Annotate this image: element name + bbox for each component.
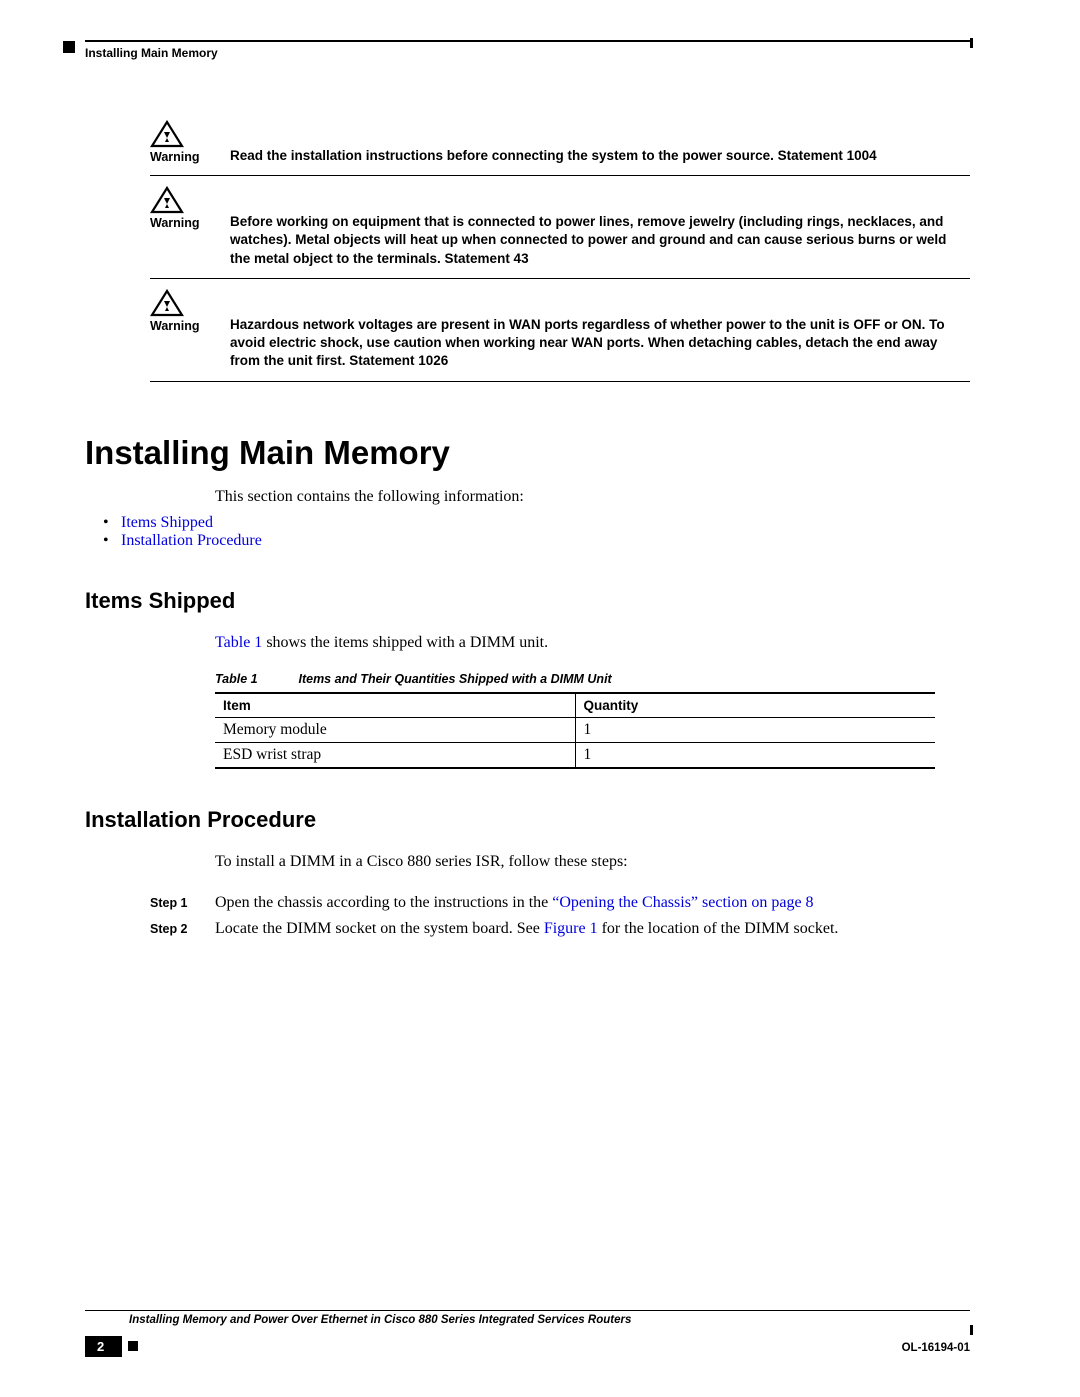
warning-label: Warning (150, 150, 220, 164)
lead-post: shows the items shipped with a DIMM unit… (262, 634, 548, 651)
warning-text: Hazardous network voltages are present i… (230, 289, 970, 371)
items-table: Item Quantity Memory module 1 ESD wrist … (215, 692, 935, 769)
step-pre: Open the chassis according to the instru… (215, 894, 552, 911)
step-row: Step 1 Open the chassis according to the… (150, 894, 970, 912)
warning-icon (150, 186, 220, 214)
header-marker-square (63, 41, 75, 53)
items-shipped-lead: Table 1 shows the items shipped with a D… (215, 632, 970, 654)
table-row: ESD wrist strap 1 (215, 743, 935, 769)
step-row: Step 2 Locate the DIMM socket on the sys… (150, 920, 970, 938)
warning-label: Warning (150, 319, 220, 333)
step-pre: Locate the DIMM socket on the system boa… (215, 920, 544, 937)
warning-icon (150, 120, 220, 148)
link-figure-1[interactable]: Figure 1 (544, 920, 598, 937)
table-row: Memory module 1 (215, 718, 935, 743)
warning-icon (150, 289, 220, 317)
footer-doc-title: Installing Memory and Power Over Etherne… (85, 1310, 970, 1326)
warning-label: Warning (150, 216, 220, 230)
heading-1: Installing Main Memory (85, 434, 970, 472)
table-caption: Table 1 Items and Their Quantities Shipp… (215, 672, 970, 686)
cell-qty: 1 (575, 743, 935, 769)
warning-block: Warning Before working on equipment that… (150, 186, 970, 279)
page-number: 2 (85, 1336, 122, 1357)
step-text: Locate the DIMM socket on the system boa… (215, 920, 970, 938)
col-header-quantity: Quantity (575, 693, 935, 718)
link-table-1[interactable]: Table 1 (215, 634, 262, 651)
cell-item: Memory module (215, 718, 575, 743)
table-title: Items and Their Quantities Shipped with … (298, 672, 611, 686)
heading-install-procedure: Installation Procedure (85, 807, 970, 833)
header-rule (85, 40, 970, 42)
install-lead: To install a DIMM in a Cisco 880 series … (215, 851, 970, 873)
footer-marker-square (128, 1341, 138, 1351)
warning-block: Warning Hazardous network voltages are p… (150, 289, 970, 382)
col-header-item: Item (215, 693, 575, 718)
link-installation-procedure[interactable]: Installation Procedure (121, 532, 262, 549)
step-label: Step 2 (150, 920, 215, 938)
intro-paragraph: This section contains the following info… (215, 486, 970, 508)
warning-text: Read the installation instructions befor… (230, 120, 970, 165)
step-post: for the location of the DIMM socket. (598, 920, 839, 937)
toc-item: Items Shipped (103, 514, 970, 532)
toc-item: Installation Procedure (103, 532, 970, 550)
header-crop-tick (970, 38, 973, 48)
warning-block: Warning Read the installation instructio… (150, 120, 970, 176)
link-items-shipped[interactable]: Items Shipped (121, 514, 213, 531)
doc-id: OL-16194-01 (902, 1342, 970, 1354)
toc-list: Items Shipped Installation Procedure (85, 514, 970, 550)
running-head: Installing Main Memory (85, 46, 970, 60)
step-text: Open the chassis according to the instru… (215, 894, 970, 912)
cell-qty: 1 (575, 718, 935, 743)
page-footer: Installing Memory and Power Over Etherne… (85, 1310, 970, 1357)
footer-crop-tick (970, 1325, 973, 1335)
step-label: Step 1 (150, 894, 215, 912)
table-label: Table 1 (215, 672, 295, 686)
heading-items-shipped: Items Shipped (85, 588, 970, 614)
link-opening-chassis[interactable]: “Opening the Chassis” section on page 8 (552, 894, 813, 911)
warning-text: Before working on equipment that is conn… (230, 186, 970, 268)
cell-item: ESD wrist strap (215, 743, 575, 769)
